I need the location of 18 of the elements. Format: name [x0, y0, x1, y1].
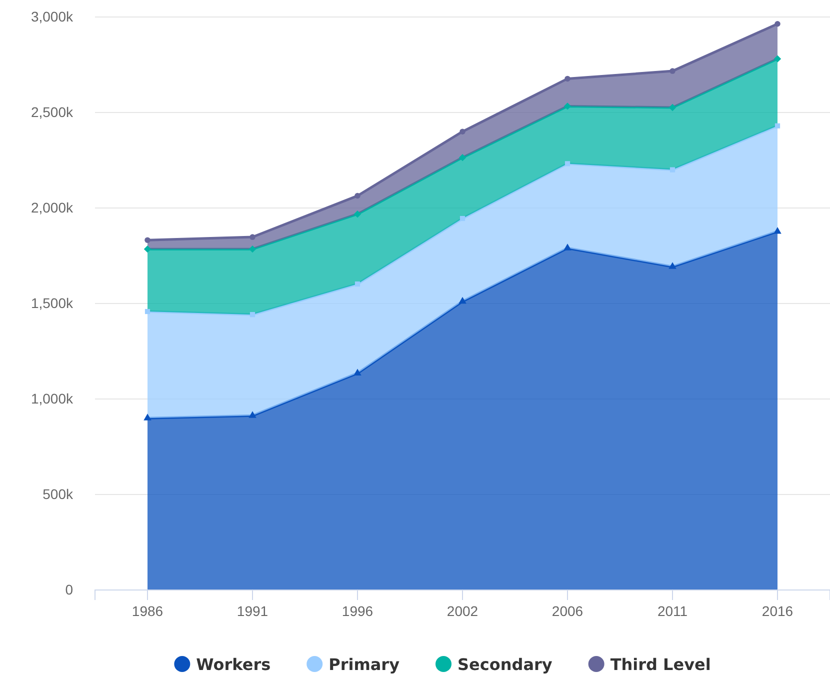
x-tick-label: 2011 [657, 602, 688, 619]
y-tick-label: 3,000k [30, 8, 74, 24]
y-tick-label: 0 [65, 581, 74, 598]
y-tick-label: 2,000k [30, 199, 74, 216]
legend-label: Workers [196, 655, 271, 674]
y-tick-label: 1,500k [30, 294, 74, 311]
legend-label: Third Level [610, 655, 711, 674]
x-tick-label: 1996 [342, 602, 374, 619]
legend-label: Secondary [458, 655, 553, 674]
x-tick-label: 1991 [236, 602, 268, 619]
x-tick-label: 2016 [762, 602, 794, 619]
y-tick-label: 1,000k [30, 390, 74, 406]
x-tick-label: 2006 [552, 602, 584, 619]
x-tick-label: 1986 [132, 602, 164, 619]
y-tick-label: 500k [42, 486, 74, 502]
y-tick-label: 2,500k [30, 104, 74, 120]
legend-label: Primary [328, 655, 400, 674]
x-tick-label: 2002 [446, 602, 478, 619]
